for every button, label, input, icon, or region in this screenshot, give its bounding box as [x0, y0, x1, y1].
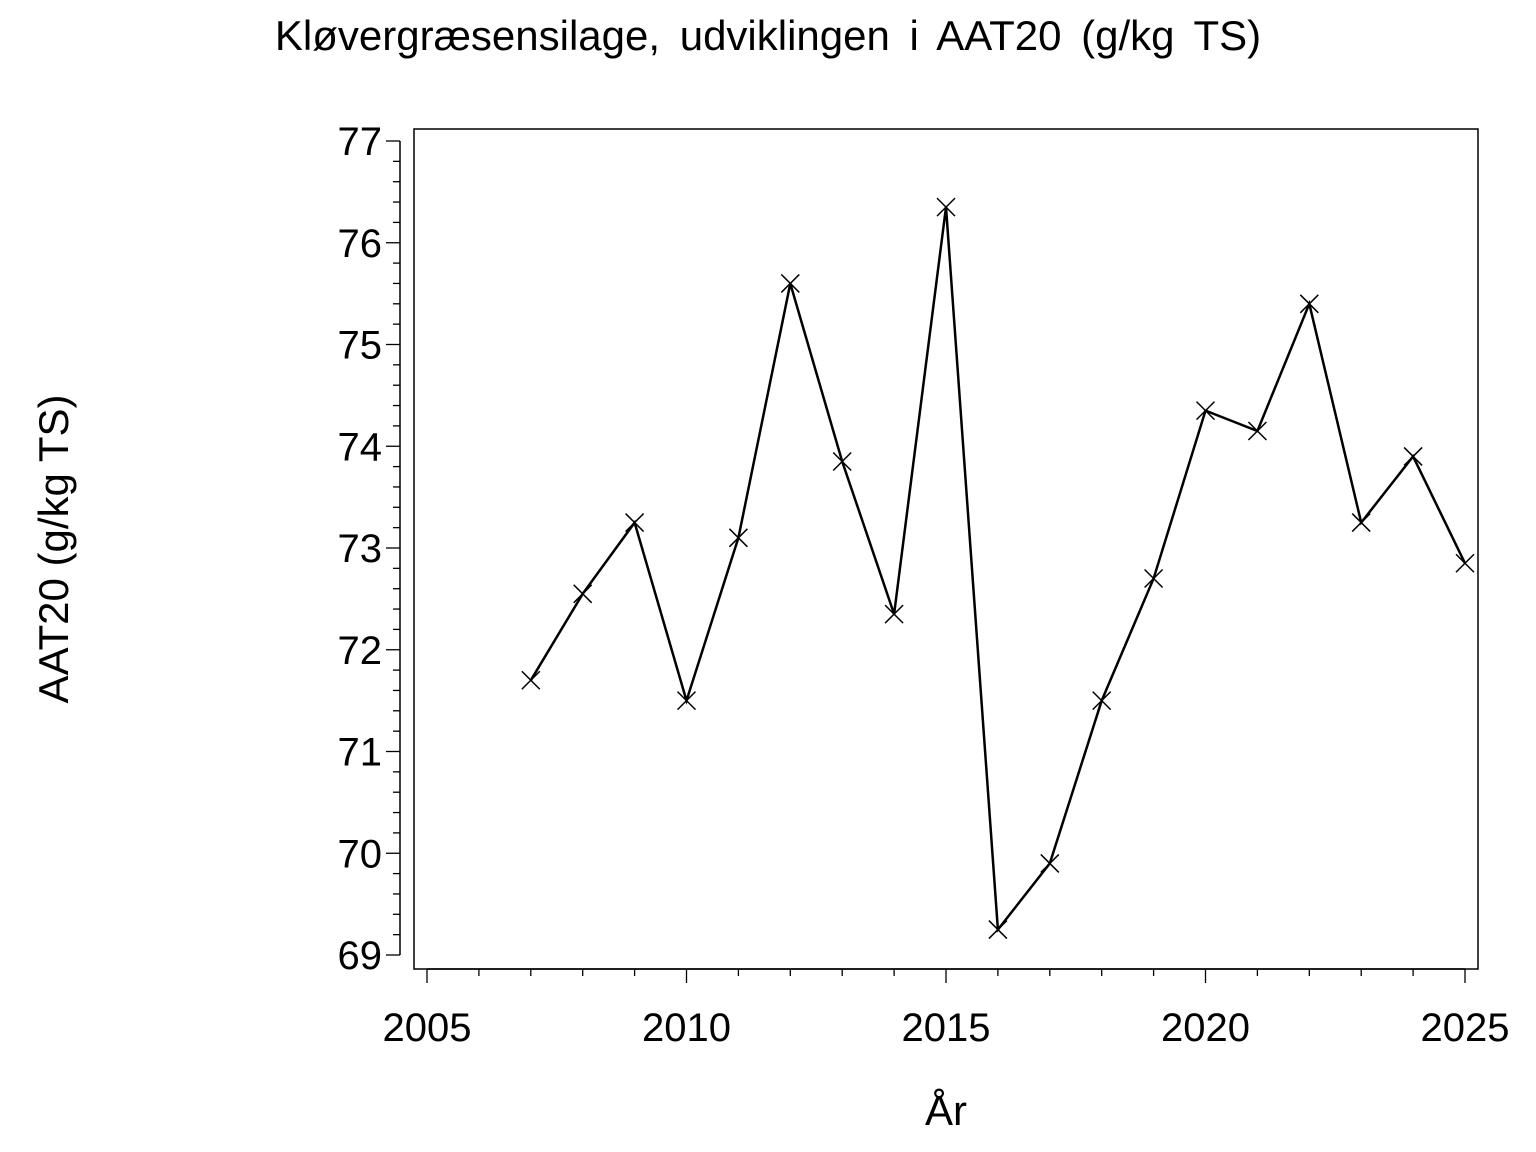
y-tick-label: 73 — [338, 527, 383, 571]
y-tick-label: 71 — [338, 731, 383, 775]
y-tick-label: 72 — [338, 629, 383, 673]
marker-stroke — [1144, 568, 1164, 589]
y-axis: 69 70 71 72 73 74 75 76 77 — [338, 120, 401, 978]
data-point-marker — [1144, 568, 1164, 589]
data-point-marker — [573, 584, 593, 604]
data-point-marker — [884, 604, 904, 624]
y-tick-label: 77 — [338, 120, 383, 164]
data-point-marker — [988, 920, 1008, 940]
data-point-marker — [521, 670, 541, 690]
marker-stroke — [1455, 553, 1475, 573]
data-point-marker — [832, 451, 852, 472]
data-point-marker — [1351, 513, 1371, 533]
marker-stroke — [832, 451, 852, 472]
y-tick-label: 76 — [338, 222, 383, 266]
marker-stroke — [988, 920, 1008, 940]
x-axis-label: År — [925, 1087, 967, 1134]
y-axis-label: AAT20 (g/kg TS) — [30, 395, 77, 704]
x-tick-label: 2025 — [1421, 1006, 1510, 1050]
chart-title: Kløvergræsensilage, udviklingen i AAT20 … — [274, 12, 1262, 59]
marker-stroke — [625, 513, 645, 533]
y-tick-label: 70 — [338, 832, 383, 876]
marker-stroke — [521, 670, 541, 690]
x-tick-label: 2005 — [383, 1006, 472, 1050]
marker-stroke — [1247, 421, 1267, 441]
y-tick-label: 74 — [338, 425, 383, 469]
data-point-marker — [1247, 421, 1267, 441]
marker-stroke — [573, 584, 593, 604]
marker-stroke — [884, 604, 904, 624]
data-point-marker — [1299, 294, 1319, 314]
marker-stroke — [780, 273, 800, 293]
data-point-marker — [728, 528, 748, 548]
data-point-marker — [1040, 853, 1060, 873]
series-layer — [521, 197, 1475, 940]
x-axis: 2005 2010 2015 2020 2025 — [383, 968, 1510, 1050]
y-tick-label: 69 — [338, 934, 383, 978]
data-point-marker — [1092, 691, 1112, 711]
y-tick-label: 75 — [338, 324, 383, 368]
data-point-marker — [1455, 553, 1475, 573]
data-point-marker — [1403, 446, 1423, 466]
marker-stroke — [676, 691, 697, 711]
data-point-marker — [1195, 401, 1216, 421]
plot-frame — [413, 128, 1479, 970]
marker-stroke — [1351, 513, 1371, 533]
marker-stroke — [1092, 691, 1112, 711]
marker-stroke — [1299, 294, 1319, 314]
x-tick-label: 2020 — [1161, 1006, 1250, 1050]
marker-stroke — [936, 197, 956, 217]
data-point-marker — [625, 513, 645, 533]
data-point-marker — [780, 273, 800, 293]
marker-stroke — [1040, 853, 1060, 873]
data-point-marker — [936, 197, 956, 217]
x-tick-label: 2015 — [902, 1006, 991, 1050]
marker-stroke — [1403, 446, 1423, 466]
series-line — [529, 206, 1467, 933]
x-tick-label: 2010 — [642, 1006, 731, 1050]
marker-stroke — [1195, 401, 1216, 421]
marker-stroke — [728, 528, 748, 548]
data-point-marker — [676, 691, 697, 711]
